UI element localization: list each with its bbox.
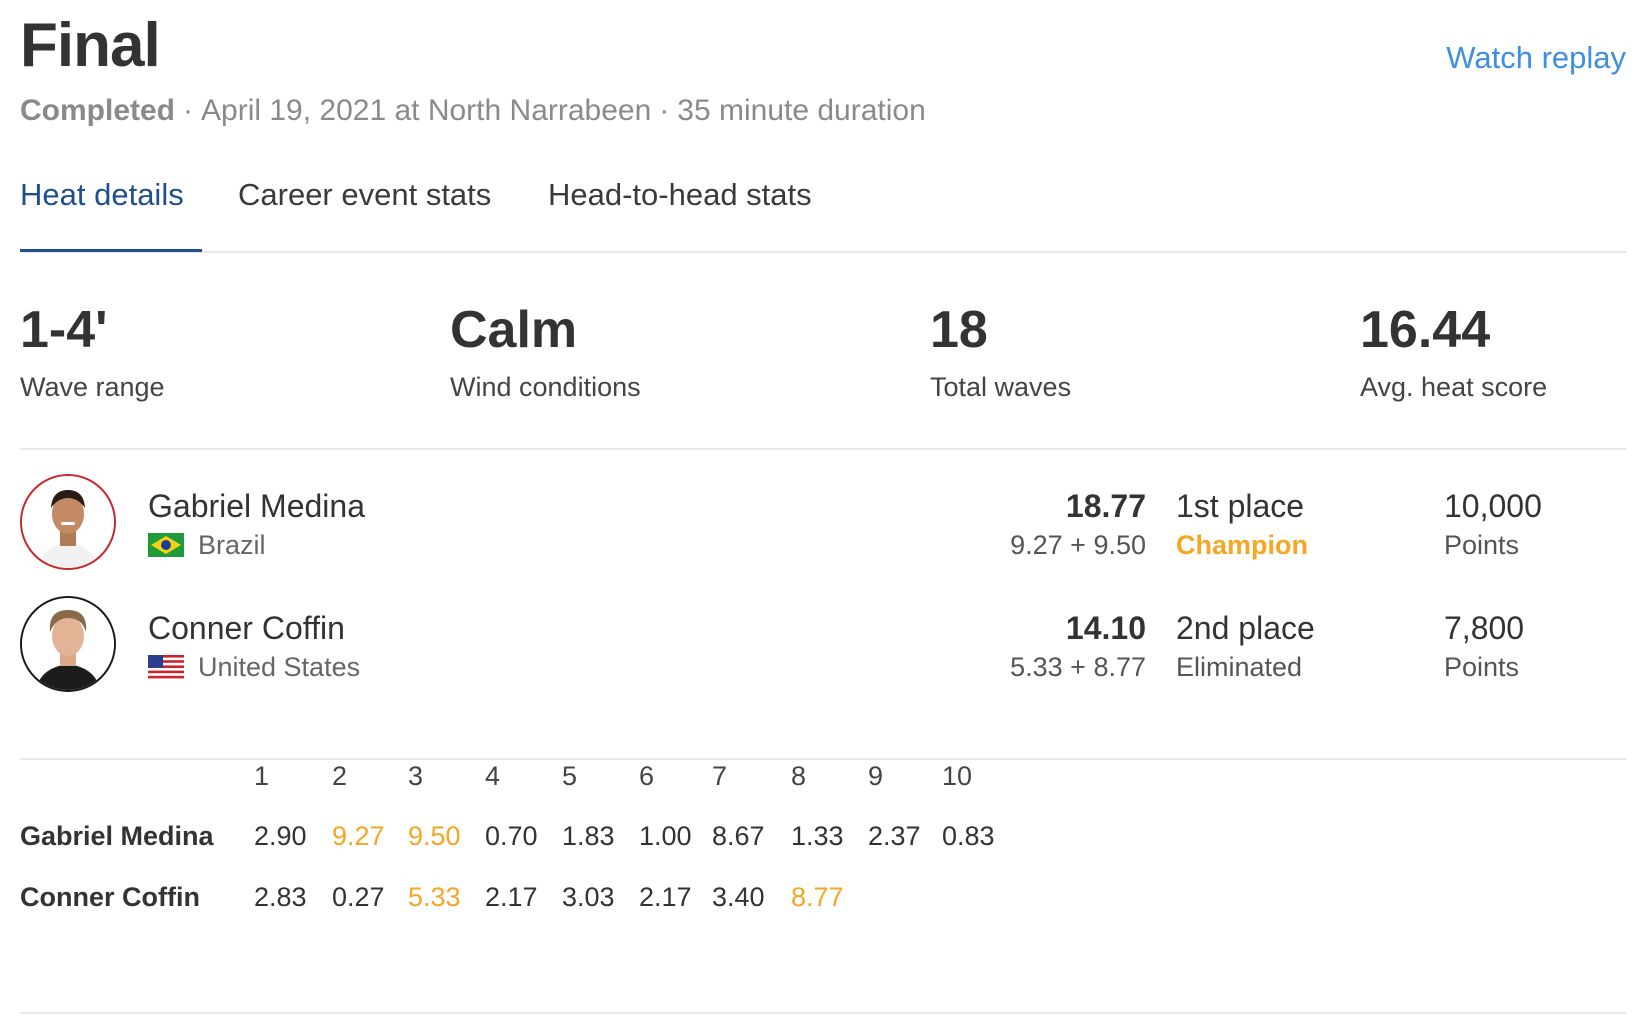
wave-number: 4 [485,761,501,791]
stat-value: Calm [450,301,578,359]
stat-total-waves: 18 Total waves [930,300,1071,404]
stat-wind-conditions: Calm Wind conditions [450,300,641,404]
wave-number: 5 [562,761,578,791]
stat-wave-range: 1-4' Wave range [20,300,165,404]
tab-head-to-head-stats[interactable]: Head-to-head stats [548,177,812,212]
counting-waves: 9.27 + 9.50 [1010,530,1146,560]
heat-header: Final Watch replay Completed · April 19, 2… [20,0,1626,130]
avatar[interactable] [20,596,116,692]
active-tab-indicator [20,249,202,252]
heat-total-score: 14.10 [1065,610,1146,646]
wave-number: 7 [712,761,728,791]
wave-number: 8 [791,761,807,791]
stat-label: Wave range [20,372,165,402]
wave-score: 0.27 [332,882,385,912]
points-value: 7,800 [1444,610,1525,646]
surfer-name[interactable]: Gabriel Medina [148,488,365,524]
meta-separator: · [183,94,194,127]
wave-score: 2.37 [868,821,921,851]
heat-meta: Completed · April 19, 2021 at North Narrab… [20,92,926,130]
surfer-name[interactable]: Conner Coffin [148,610,345,646]
wave-scores-table: 1 2 3 4 5 6 7 8 9 10 Gabriel Medina 2.90… [20,761,1626,1014]
avatar[interactable] [20,474,116,570]
heat-date-location: April 19, 2021 at North Narrabeen [201,94,652,127]
watch-replay-link[interactable]: Watch replay [1446,40,1626,75]
points-value: 10,000 [1444,488,1542,524]
wave-row-name: Gabriel Medina [20,821,214,851]
heat-duration: 35 minute duration [677,94,926,127]
stat-label: Avg. heat score [1360,372,1548,402]
surfer-row[interactable]: Gabriel Medina Brazil 18.77 9.27 + 9.50 … [20,474,1626,578]
wave-score-counting: 8.77 [791,882,844,912]
avatar-portrait-icon [22,476,114,568]
wave-score: 0.83 [942,821,995,851]
tab-career-event-stats[interactable]: Career event stats [238,177,492,212]
stat-value: 1-4' [20,301,108,359]
surfer-country: Brazil [148,528,266,562]
points-label: Points [1444,652,1520,682]
stat-value: 16.44 [1360,301,1491,359]
surfer-country: United States [148,650,360,684]
heat-stats: 1-4' Wave range Calm Wind conditions 18 … [20,300,1626,450]
avatar-portrait-icon [22,598,114,690]
tab-heat-details[interactable]: Heat details [20,177,184,212]
points-label: Points [1444,530,1520,560]
wave-score: 3.03 [562,882,615,912]
wave-row-name: Conner Coffin [20,882,200,912]
wave-row-medina: Gabriel Medina 2.90 9.27 9.50 0.70 1.83 … [20,816,1220,856]
result-badge: Champion [1176,530,1308,560]
wave-score: 2.83 [254,882,307,912]
meta-separator: · [659,94,670,127]
placing: 1st place [1176,488,1305,524]
surfer-row[interactable]: Conner Coffin United States 14.10 5.33 +… [20,596,1626,700]
wave-score: 3.40 [712,882,765,912]
wave-score: 1.00 [639,821,692,851]
wave-score-counting: 9.50 [408,821,461,851]
counting-waves: 5.33 + 8.77 [1010,652,1146,682]
wave-number: 10 [942,761,973,791]
wave-number: 9 [868,761,884,791]
wave-score: 2.90 [254,821,307,851]
wave-score: 8.67 [712,821,765,851]
wave-score: 2.17 [639,882,692,912]
wave-score: 2.17 [485,882,538,912]
surfer-results: Gabriel Medina Brazil 18.77 9.27 + 9.50 … [20,470,1626,760]
stat-value: 18 [930,301,988,359]
wave-score: 1.83 [562,821,615,851]
wave-number: 2 [332,761,348,791]
placing: 2nd place [1176,610,1315,646]
wave-number: 6 [639,761,655,791]
wave-number: 3 [408,761,424,791]
result-badge: Eliminated [1176,652,1303,682]
wave-score: 0.70 [485,821,538,851]
stat-avg-heat-score: 16.44 Avg. heat score [1360,300,1547,404]
wave-score: 1.33 [791,821,844,851]
heat-status: Completed [20,94,176,127]
heat-total-score: 18.77 [1065,488,1146,524]
stat-label: Total waves [930,372,1072,402]
country-name: United States [198,652,361,682]
country-name: Brazil [198,530,266,560]
brazil-flag-icon [148,533,184,557]
wave-score-counting: 9.27 [332,821,385,851]
wave-number-header: 1 2 3 4 5 6 7 8 9 10 [20,756,1220,796]
tab-bar: Heat details Career event stats Head-to-… [20,165,1626,253]
stat-label: Wind conditions [450,372,641,402]
usa-flag-icon [148,655,184,679]
wave-number: 1 [254,761,270,791]
wave-row-coffin: Conner Coffin 2.83 0.27 5.33 2.17 3.03 2… [20,877,1220,917]
page-title: Final [20,11,161,80]
wave-score-counting: 5.33 [408,882,461,912]
